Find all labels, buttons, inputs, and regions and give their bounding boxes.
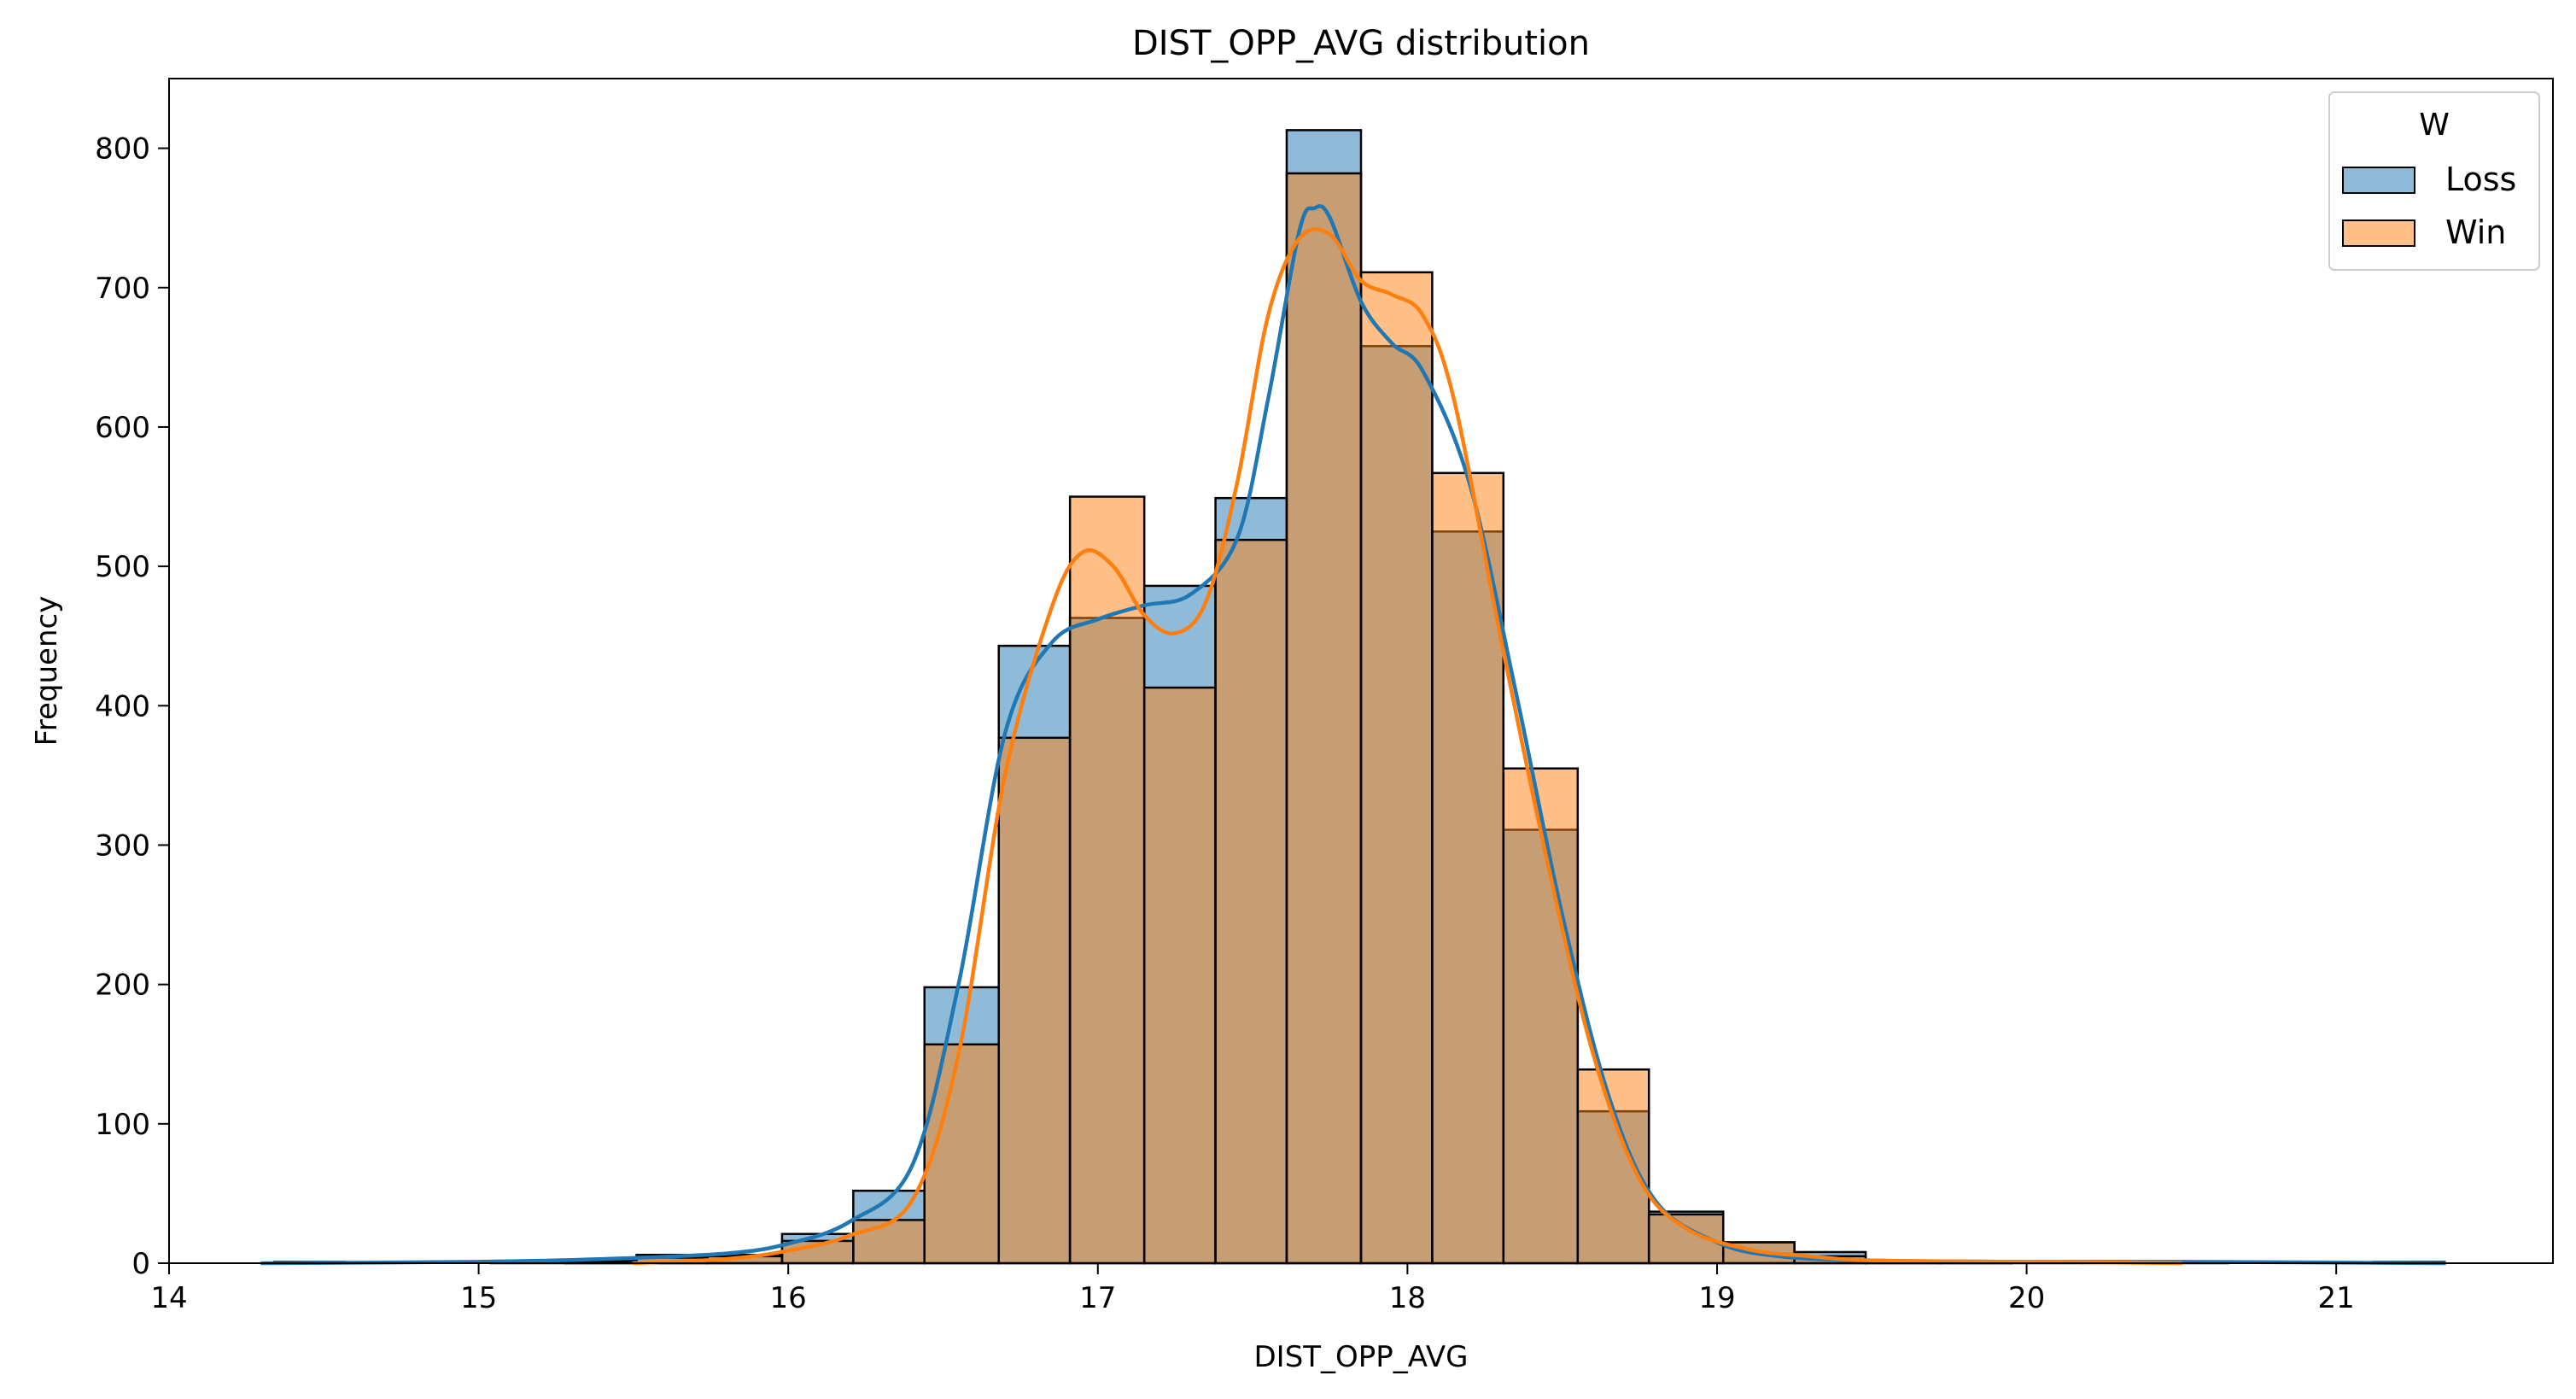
- legend-title: W: [2419, 108, 2450, 143]
- legend-label-loss: Loss: [2445, 161, 2516, 198]
- y-tick-label: 500: [95, 550, 150, 584]
- x-tick-label: 15: [460, 1281, 497, 1315]
- bar-win: [923, 1043, 1001, 1265]
- x-tick-label: 16: [770, 1281, 807, 1315]
- y-axis-ticks: 0 100 200 300 400 500 600 700 800: [95, 132, 169, 1281]
- legend-label-win: Win: [2445, 214, 2506, 251]
- bar-win: [852, 1219, 926, 1265]
- y-tick-label: 800: [95, 132, 150, 167]
- y-tick-label: 300: [95, 828, 150, 863]
- bar-win: [997, 736, 1072, 1265]
- y-axis-label: Frequency: [30, 596, 64, 746]
- bar-win: [1285, 172, 1363, 1265]
- legend-swatch-loss: [2342, 167, 2415, 194]
- legend-swatch-win: [2342, 220, 2415, 247]
- y-tick-label: 600: [95, 411, 150, 445]
- kde-line-loss: [260, 204, 2447, 1266]
- bar-win: [1214, 538, 1288, 1265]
- bar-win: [1142, 686, 1217, 1265]
- win-bars: [564, 172, 2012, 1265]
- bar-win: [1576, 1068, 1650, 1265]
- x-axis-label: DIST_OPP_AVG: [1253, 1340, 1468, 1374]
- chart-title: DIST_OPP_AVG distribution: [1132, 24, 1590, 63]
- x-tick-label: 20: [2008, 1281, 2045, 1315]
- kde-line-win: [631, 226, 2184, 1266]
- legend: W Loss Win: [2328, 91, 2540, 271]
- x-tick-label: 21: [2318, 1281, 2355, 1315]
- x-axis-ticks: 14 15 16 17 18 19 20 21: [150, 1263, 2355, 1315]
- y-tick-label: 400: [95, 689, 150, 723]
- bar-win: [1068, 495, 1146, 1265]
- y-tick-label: 200: [95, 969, 150, 1003]
- bar-win: [1502, 767, 1580, 1265]
- x-tick-label: 19: [1698, 1281, 1735, 1315]
- plot-frame: [168, 78, 2554, 1264]
- y-tick-label: 100: [95, 1108, 150, 1142]
- x-tick-label: 18: [1389, 1281, 1426, 1315]
- y-tick-label: 0: [131, 1247, 150, 1281]
- x-tick-label: 17: [1079, 1281, 1116, 1315]
- bar-win: [1359, 271, 1434, 1265]
- y-tick-label: 700: [95, 272, 150, 306]
- kde-lines: [260, 204, 2447, 1266]
- x-tick-label: 14: [150, 1281, 187, 1315]
